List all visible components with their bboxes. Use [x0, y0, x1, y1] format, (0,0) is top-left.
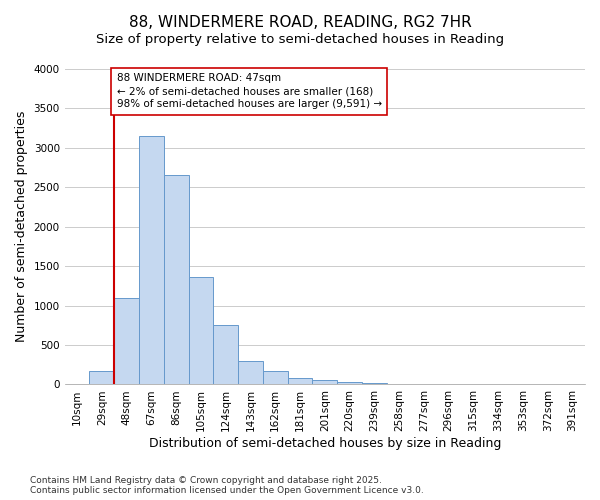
Bar — [313, 380, 337, 384]
Bar — [337, 382, 362, 384]
Text: Size of property relative to semi-detached houses in Reading: Size of property relative to semi-detach… — [96, 32, 504, 46]
Bar — [238, 361, 263, 384]
Bar — [287, 378, 313, 384]
Bar — [362, 383, 387, 384]
Y-axis label: Number of semi-detached properties: Number of semi-detached properties — [15, 111, 28, 342]
X-axis label: Distribution of semi-detached houses by size in Reading: Distribution of semi-detached houses by … — [149, 437, 501, 450]
Bar — [89, 371, 114, 384]
Bar — [164, 174, 188, 384]
Bar — [188, 277, 214, 384]
Text: 88 WINDERMERE ROAD: 47sqm
← 2% of semi-detached houses are smaller (168)
98% of : 88 WINDERMERE ROAD: 47sqm ← 2% of semi-d… — [117, 73, 382, 110]
Text: Contains HM Land Registry data © Crown copyright and database right 2025.
Contai: Contains HM Land Registry data © Crown c… — [30, 476, 424, 495]
Bar — [139, 136, 164, 384]
Bar — [263, 370, 287, 384]
Bar — [214, 326, 238, 384]
Text: 88, WINDERMERE ROAD, READING, RG2 7HR: 88, WINDERMERE ROAD, READING, RG2 7HR — [128, 15, 472, 30]
Bar — [114, 298, 139, 384]
